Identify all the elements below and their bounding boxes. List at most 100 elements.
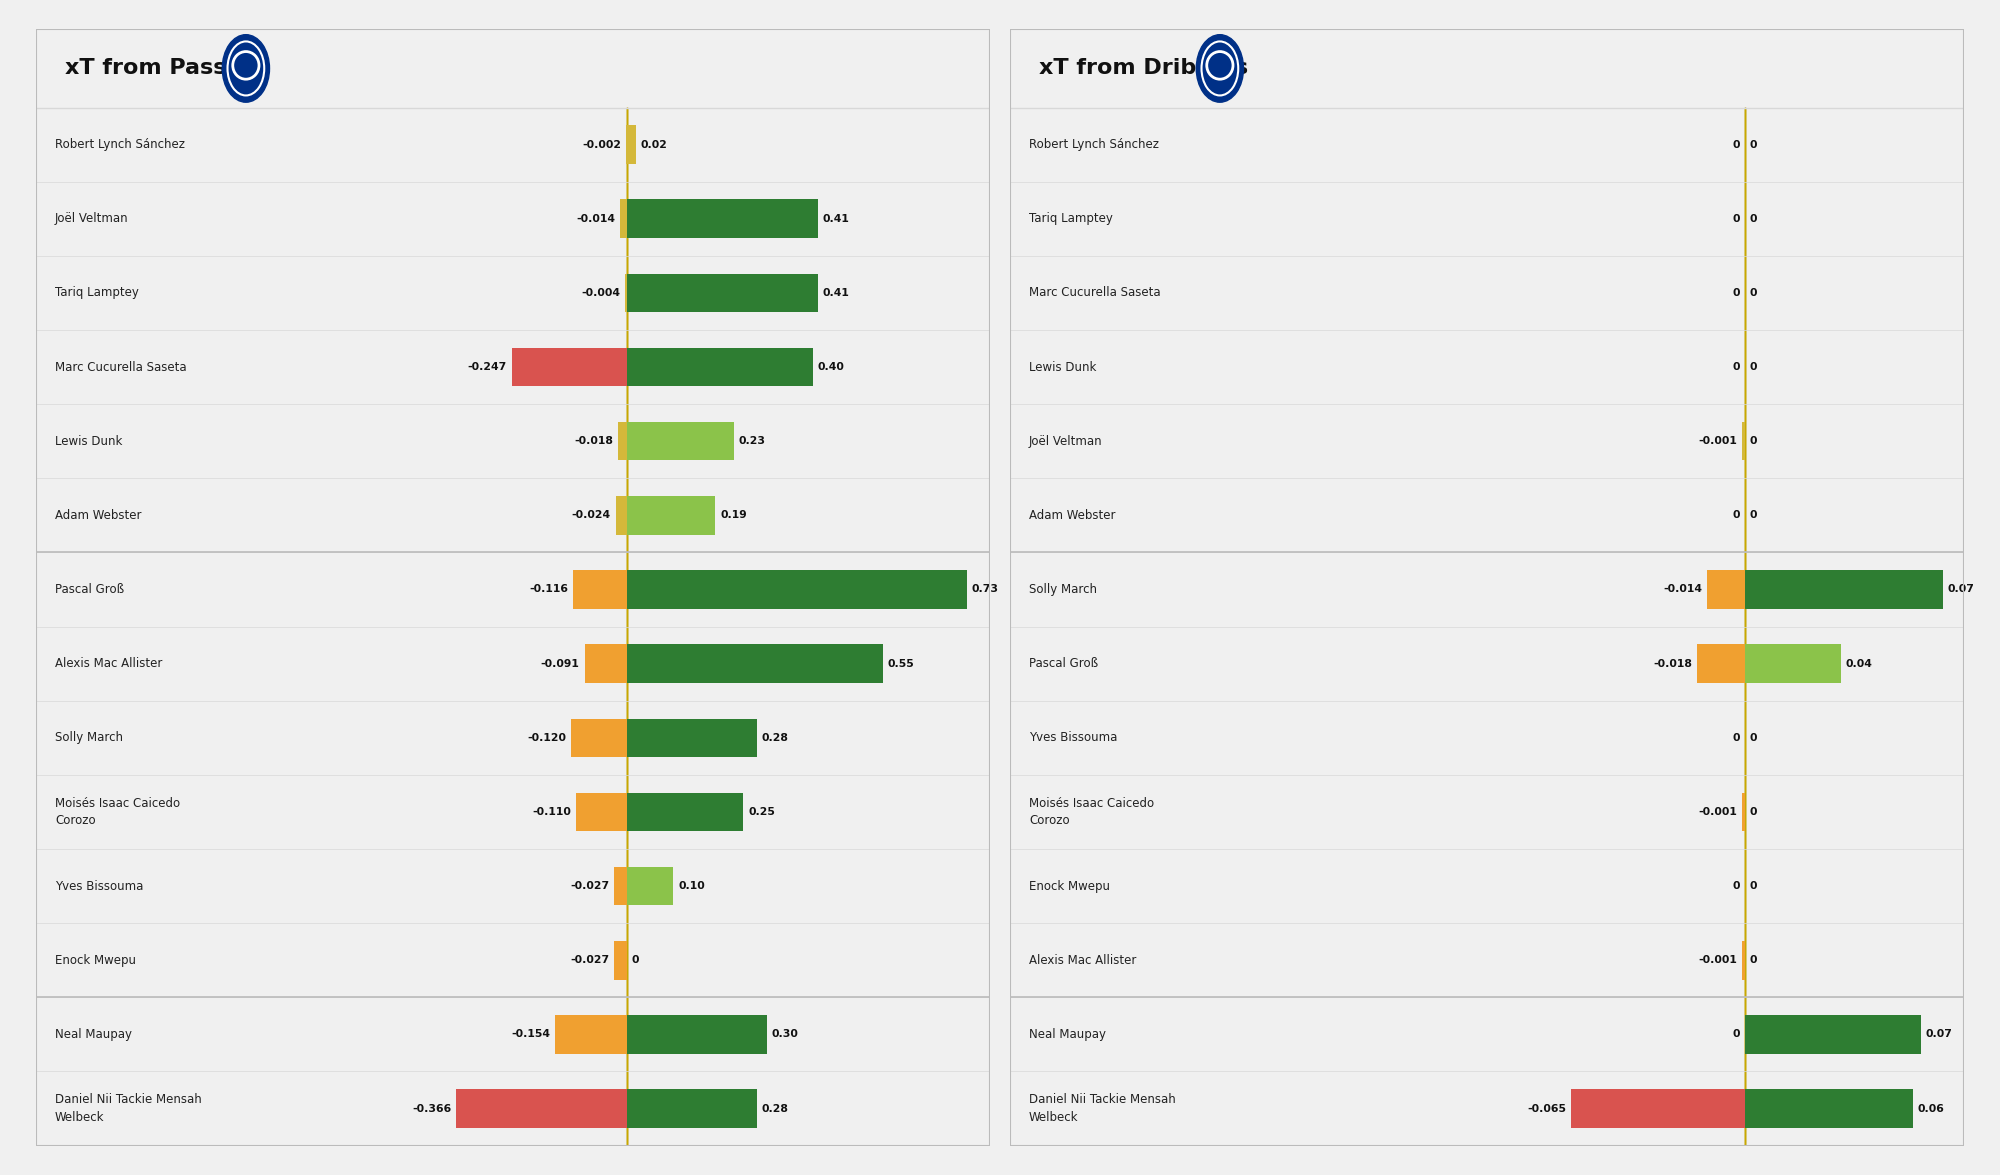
Text: Pascal Groß: Pascal Groß (56, 583, 124, 596)
Text: Tariq Lamptey: Tariq Lamptey (1030, 213, 1112, 226)
Bar (1744, 570, 1942, 609)
Ellipse shape (228, 41, 264, 95)
Bar (626, 867, 674, 906)
Text: 0.73: 0.73 (972, 584, 998, 595)
Text: -0.366: -0.366 (412, 1103, 452, 1114)
Text: -0.018: -0.018 (574, 436, 614, 446)
Text: -0.027: -0.027 (570, 955, 610, 965)
Text: Corozo: Corozo (1030, 814, 1070, 827)
Text: 0: 0 (1750, 140, 1758, 149)
Ellipse shape (222, 35, 270, 102)
Text: Solly March: Solly March (1030, 583, 1098, 596)
Text: Enock Mwepu: Enock Mwepu (56, 954, 136, 967)
Text: Pascal Groß: Pascal Groß (1030, 657, 1098, 670)
Text: xT from Passes: xT from Passes (64, 59, 254, 79)
Text: Moisés Isaac Caicedo: Moisés Isaac Caicedo (1030, 797, 1154, 810)
Text: 0.55: 0.55 (888, 659, 914, 669)
Bar (576, 793, 626, 831)
Text: 0.19: 0.19 (720, 510, 746, 521)
Bar (618, 422, 626, 461)
Text: 0: 0 (632, 955, 640, 965)
Text: 0: 0 (1732, 1029, 1740, 1040)
Text: Moisés Isaac Caicedo: Moisés Isaac Caicedo (56, 797, 180, 810)
Text: Tariq Lamptey: Tariq Lamptey (56, 287, 138, 300)
Bar (1742, 941, 1744, 980)
Text: 0: 0 (1732, 288, 1740, 298)
Text: Yves Bissouma: Yves Bissouma (1030, 731, 1118, 744)
Bar (626, 496, 716, 535)
Bar (626, 793, 744, 831)
Text: Solly March: Solly March (56, 731, 124, 744)
Text: Welbeck: Welbeck (1030, 1112, 1078, 1124)
Text: Yves Bissouma: Yves Bissouma (56, 880, 144, 893)
Text: 0.07: 0.07 (1948, 584, 1974, 595)
Text: 0: 0 (1732, 733, 1740, 743)
Bar (572, 719, 626, 757)
Text: 0: 0 (1732, 362, 1740, 372)
Bar (512, 348, 626, 387)
Bar (1744, 644, 1842, 683)
Text: Adam Webster: Adam Webster (56, 509, 142, 522)
Text: 0.04: 0.04 (1846, 659, 1872, 669)
Bar (456, 1089, 626, 1128)
Text: -0.120: -0.120 (528, 733, 566, 743)
Text: -0.001: -0.001 (1698, 436, 1738, 446)
Bar (626, 644, 882, 683)
Text: Marc Cucurella Saseta: Marc Cucurella Saseta (56, 361, 186, 374)
Text: -0.004: -0.004 (582, 288, 620, 298)
Text: 0.28: 0.28 (762, 1103, 788, 1114)
Text: -0.065: -0.065 (1528, 1103, 1566, 1114)
Text: Joël Veltman: Joël Veltman (56, 213, 128, 226)
Text: 0.10: 0.10 (678, 881, 704, 891)
Text: 0: 0 (1732, 214, 1740, 223)
Text: 0: 0 (1750, 955, 1758, 965)
Text: 0.40: 0.40 (818, 362, 844, 372)
Text: Marc Cucurella Saseta: Marc Cucurella Saseta (1030, 287, 1160, 300)
Bar (1708, 570, 1744, 609)
Bar (1742, 422, 1744, 461)
Text: Neal Maupay: Neal Maupay (56, 1028, 132, 1041)
Text: -0.001: -0.001 (1698, 955, 1738, 965)
Bar (626, 570, 966, 609)
Bar (626, 274, 818, 313)
Text: 0: 0 (1750, 362, 1758, 372)
Text: 0.30: 0.30 (772, 1029, 798, 1040)
Text: -0.247: -0.247 (468, 362, 508, 372)
Text: -0.027: -0.027 (570, 881, 610, 891)
Bar (626, 348, 814, 387)
Bar (1744, 1089, 1914, 1128)
Bar (1570, 1089, 1744, 1128)
Bar (614, 867, 626, 906)
Ellipse shape (1196, 35, 1244, 102)
Text: -0.001: -0.001 (1698, 807, 1738, 817)
Bar (1742, 793, 1744, 831)
Bar (572, 570, 626, 609)
Text: Welbeck: Welbeck (56, 1112, 104, 1124)
Bar (614, 941, 626, 980)
Text: -0.154: -0.154 (512, 1029, 550, 1040)
Text: 0: 0 (1750, 214, 1758, 223)
Bar (620, 200, 626, 239)
Text: 0.07: 0.07 (1926, 1029, 1952, 1040)
Text: -0.110: -0.110 (532, 807, 570, 817)
Text: 0.28: 0.28 (762, 733, 788, 743)
Text: 0: 0 (1750, 881, 1758, 891)
Text: -0.091: -0.091 (540, 659, 580, 669)
Text: Enock Mwepu: Enock Mwepu (1030, 880, 1110, 893)
Text: 0.41: 0.41 (822, 288, 850, 298)
Text: 0: 0 (1750, 510, 1758, 521)
Text: 0: 0 (1732, 140, 1740, 149)
Bar (626, 422, 734, 461)
Text: 0.41: 0.41 (822, 214, 850, 223)
Text: -0.014: -0.014 (1664, 584, 1702, 595)
Text: Lewis Dunk: Lewis Dunk (56, 435, 122, 448)
Bar (626, 126, 636, 163)
Text: -0.014: -0.014 (576, 214, 616, 223)
Bar (626, 1089, 758, 1128)
Text: 0.23: 0.23 (738, 436, 766, 446)
Text: 0: 0 (1750, 288, 1758, 298)
Text: -0.018: -0.018 (1652, 659, 1692, 669)
Text: xT from Dribbles: xT from Dribbles (1038, 59, 1248, 79)
Bar (1744, 1015, 1922, 1054)
Text: 0.25: 0.25 (748, 807, 774, 817)
